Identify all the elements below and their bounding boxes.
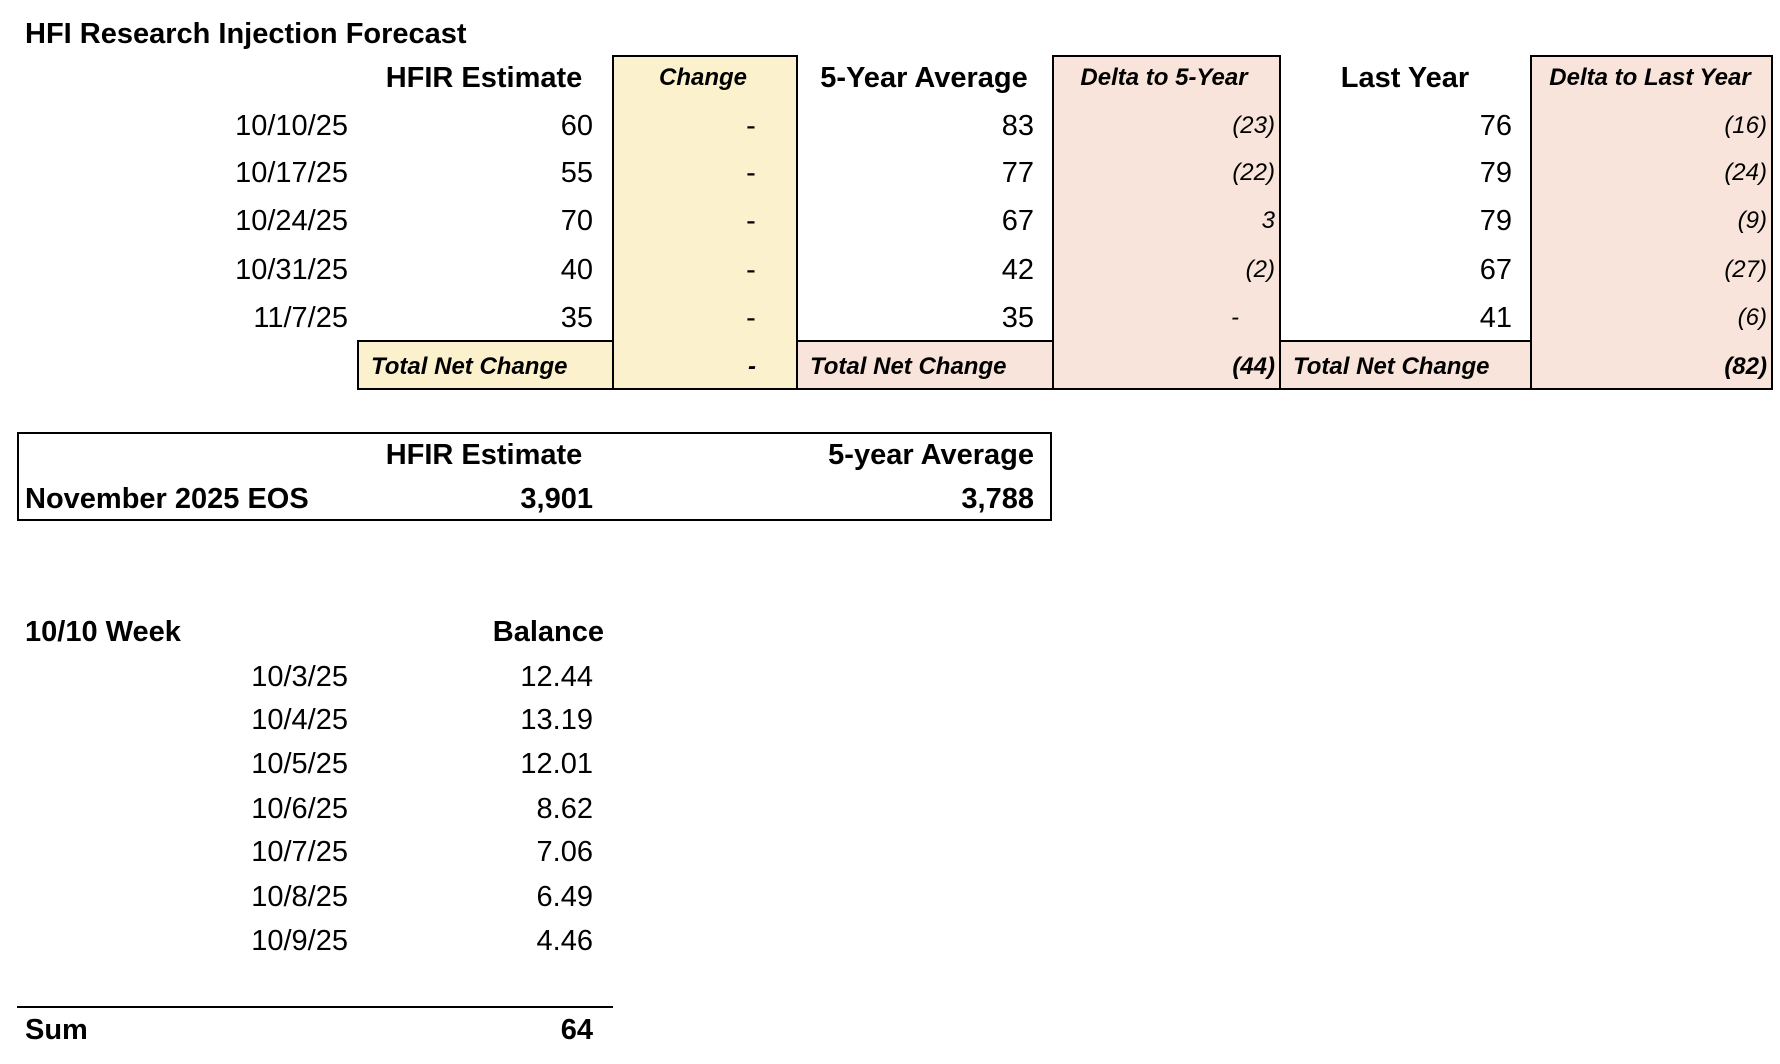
sum-rule — [17, 1006, 613, 1008]
cell: (16) — [1724, 112, 1767, 139]
column-header: Change — [658, 64, 748, 91]
balance-value: 4.46 — [536, 925, 593, 957]
balance-date: 10/5/25 — [251, 748, 348, 780]
balance-value: 12.01 — [520, 748, 593, 780]
total-cell-text: Total Net Change — [810, 353, 1007, 380]
total-cell — [796, 340, 1054, 390]
cell: 40 — [560, 254, 593, 286]
column-header: Last Year — [1340, 62, 1470, 94]
cell: 67 — [1479, 254, 1512, 286]
cell: 35 — [1001, 302, 1034, 334]
eos-header: HFIR Estimate — [385, 439, 583, 471]
column-header: HFIR Estimate — [385, 62, 583, 94]
cell: - — [746, 302, 756, 334]
sum-label: Sum — [25, 1014, 88, 1046]
eos-box — [17, 432, 1052, 521]
cell: 35 — [560, 302, 593, 334]
cell: - — [746, 205, 756, 237]
balance-title: 10/10 Week — [25, 616, 181, 648]
balance-value: 13.19 — [520, 704, 593, 736]
change-column — [612, 55, 798, 390]
cell: - — [746, 110, 756, 142]
cell: (27) — [1724, 256, 1767, 283]
delta-5yr-column — [1052, 55, 1281, 390]
column-header: Delta to Last Year — [1549, 64, 1751, 91]
cell: (22) — [1232, 159, 1275, 186]
cell: (6) — [1737, 304, 1767, 331]
eos-value: 3,901 — [520, 483, 593, 515]
cell: (24) — [1724, 159, 1767, 186]
cell: 76 — [1479, 110, 1512, 142]
cell: 70 — [560, 205, 593, 237]
cell: 10/17/25 — [235, 157, 348, 189]
cell: 10/31/25 — [235, 254, 348, 286]
cell: 83 — [1001, 110, 1034, 142]
total-cell-text: (82) — [1724, 353, 1767, 380]
total-cell — [1279, 340, 1532, 390]
sum-value: 64 — [560, 1014, 593, 1046]
balance-date: 10/9/25 — [251, 925, 348, 957]
cell: - — [1231, 304, 1239, 331]
cell: 79 — [1479, 205, 1512, 237]
cell: 79 — [1479, 157, 1512, 189]
title: HFI Research Injection Forecast — [25, 18, 467, 50]
cell: 77 — [1001, 157, 1034, 189]
cell: (2) — [1245, 256, 1275, 283]
balance-value: 7.06 — [536, 836, 593, 868]
column-header: Delta to 5-Year — [1080, 64, 1248, 91]
total-cell-text: - — [748, 353, 756, 380]
balance-value: 6.49 — [536, 881, 593, 913]
total-cell-text: Total Net Change — [1293, 353, 1490, 380]
cell: 60 — [560, 110, 593, 142]
eos-label: November 2025 EOS — [25, 483, 309, 515]
cell: - — [746, 254, 756, 286]
balance-date: 10/7/25 — [251, 836, 348, 868]
delta-ly-column — [1530, 55, 1773, 390]
balance-value: 8.62 — [536, 793, 593, 825]
eos-header: 5-year Average — [828, 439, 1034, 471]
balance-header: Balance — [492, 616, 604, 648]
balance-date: 10/3/25 — [251, 661, 348, 693]
cell: (23) — [1232, 112, 1275, 139]
cell: 3 — [1261, 207, 1275, 234]
balance-date: 10/4/25 — [251, 704, 348, 736]
cell: (9) — [1737, 207, 1767, 234]
cell: - — [746, 157, 756, 189]
cell: 10/10/25 — [235, 110, 348, 142]
eos-value: 3,788 — [961, 483, 1034, 515]
column-header: 5-Year Average — [820, 62, 1028, 94]
balance-date: 10/8/25 — [251, 881, 348, 913]
cell: 41 — [1479, 302, 1512, 334]
total-cell-text: Total Net Change — [371, 353, 568, 380]
total-cell — [357, 340, 614, 390]
balance-value: 12.44 — [520, 661, 593, 693]
cell: 55 — [560, 157, 593, 189]
cell: 10/24/25 — [235, 205, 348, 237]
balance-date: 10/6/25 — [251, 793, 348, 825]
cell: 67 — [1001, 205, 1034, 237]
cell: 42 — [1001, 254, 1034, 286]
cell: 11/7/25 — [253, 302, 348, 334]
total-cell-text: (44) — [1232, 353, 1275, 380]
